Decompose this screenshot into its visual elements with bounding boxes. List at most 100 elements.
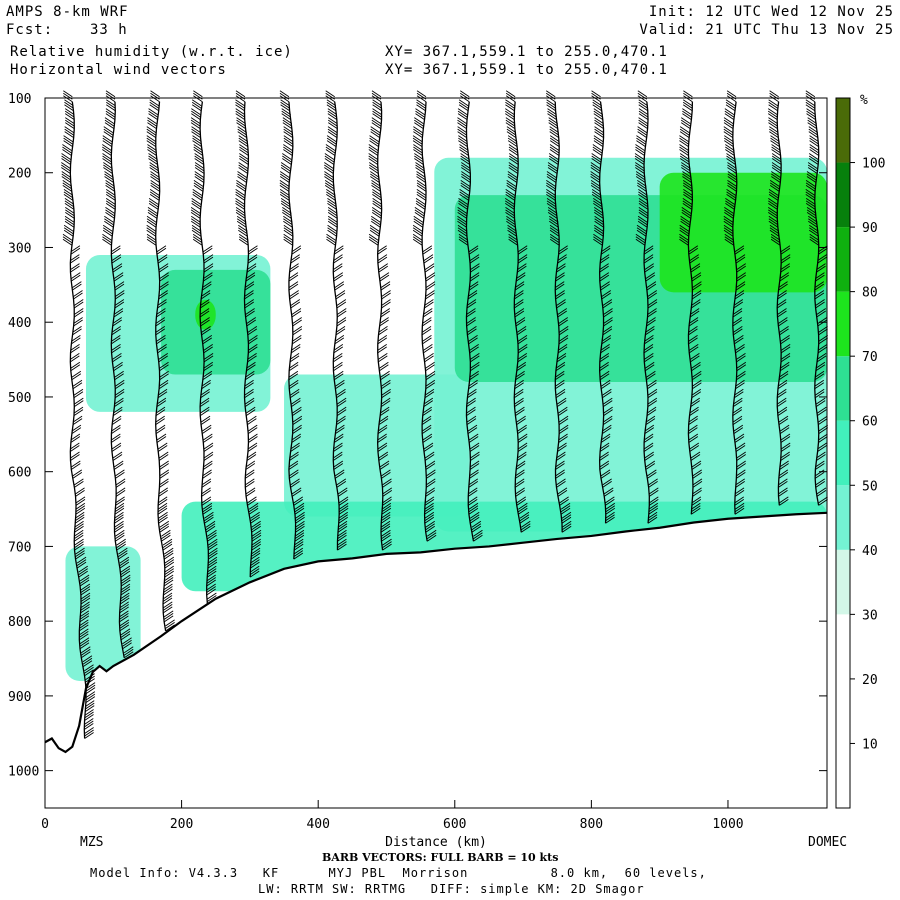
wind-barb: [682, 182, 693, 190]
wind-barb: [111, 247, 121, 255]
wind-barb: [423, 308, 433, 315]
wind-barb: [202, 469, 212, 477]
wind-barb: [770, 238, 781, 246]
wind-barb: [818, 335, 828, 342]
wind-barb: [814, 388, 825, 396]
wind-barb: [507, 227, 517, 235]
wind-barb: [682, 108, 692, 116]
wind-barb: [601, 290, 612, 297]
wind-barb: [114, 516, 124, 524]
wind-barb: [191, 202, 201, 210]
wind-barb: [382, 496, 392, 504]
wind-barb: [64, 200, 75, 208]
wind-barb: [416, 182, 427, 190]
wind-barb: [777, 308, 787, 315]
wind-barb: [149, 189, 160, 196]
wind-barb: [515, 274, 526, 282]
wind-barb: [65, 119, 75, 127]
wind-barb: [469, 343, 479, 351]
wind-barb: [293, 552, 304, 560]
wind-barb: [688, 335, 698, 342]
wind-barb: [638, 122, 648, 130]
wind-barb: [63, 189, 74, 196]
wind-barb: [79, 624, 89, 632]
wind-barb: [159, 478, 169, 486]
wind-barb: [808, 128, 819, 136]
wind-barb: [247, 496, 257, 504]
wind-barb: [593, 238, 603, 246]
wind-barb: [327, 229, 337, 237]
wind-barb: [324, 167, 334, 174]
wind-barb: [61, 176, 72, 183]
wind-barb: [327, 108, 338, 116]
wind-barb: [517, 427, 527, 434]
wind-barb: [590, 173, 600, 181]
wind-barb: [113, 361, 123, 369]
wind-barb: [244, 292, 254, 300]
wind-barb: [546, 176, 557, 183]
wind-barb: [818, 245, 828, 253]
wind-barb: [638, 110, 649, 118]
wind-barb: [733, 400, 743, 408]
wind-barb: [505, 209, 515, 217]
wind-barb: [119, 624, 130, 632]
wind-barb: [247, 427, 258, 434]
wind-barb: [805, 101, 816, 109]
wind-barb: [638, 197, 649, 205]
wind-barb: [638, 200, 649, 208]
wind-barb: [818, 247, 828, 255]
wind-barb: [415, 113, 425, 121]
wind-barb: [605, 496, 615, 504]
wind-barb: [683, 191, 693, 199]
wind-barb: [205, 520, 216, 528]
wind-barb: [336, 481, 347, 488]
wind-barb: [816, 451, 826, 459]
wind-barb: [780, 343, 791, 351]
wind-barb: [338, 511, 348, 519]
wind-barb: [75, 552, 85, 560]
wind-barb: [514, 292, 524, 300]
wind-barb: [192, 194, 202, 201]
wind-barb: [468, 382, 478, 390]
wind-barb: [600, 433, 611, 441]
wind-barb: [605, 514, 615, 522]
wind-barb: [327, 206, 338, 214]
wind-barb: [158, 489, 169, 497]
wind-barb: [282, 117, 293, 125]
wind-barb: [817, 442, 827, 450]
wind-barb: [637, 180, 647, 187]
wind-barb: [725, 200, 735, 208]
colorbar-label: 100: [862, 157, 885, 172]
wind-barb: [244, 391, 254, 399]
wind-barb: [147, 149, 157, 156]
wind-barb: [148, 113, 158, 121]
wind-barb: [238, 167, 248, 174]
wind-barb: [508, 162, 519, 169]
wind-barb: [327, 211, 338, 219]
wind-barb: [203, 460, 213, 468]
wind-barb: [734, 502, 745, 510]
wind-barb: [282, 155, 292, 163]
wind-barb: [193, 90, 203, 98]
wind-barb: [594, 131, 604, 138]
wind-barb: [111, 445, 122, 452]
wind-barb: [461, 162, 471, 169]
wind-barb: [558, 337, 569, 345]
wind-barb: [113, 409, 123, 417]
wind-barb: [519, 516, 530, 524]
wind-barb: [72, 281, 82, 288]
wind-barb: [814, 281, 825, 288]
wind-barb: [643, 442, 654, 450]
wind-barb: [425, 292, 435, 300]
wind-barb: [235, 200, 245, 208]
wind-barb: [246, 263, 257, 271]
wind-barb: [646, 319, 656, 327]
wind-barb: [235, 202, 245, 210]
wind-barb: [635, 233, 646, 241]
wind-barb: [327, 110, 338, 118]
wind-barb: [74, 538, 84, 546]
wind-barb: [422, 406, 432, 414]
wind-barb: [202, 505, 213, 513]
wind-barb: [682, 180, 693, 187]
wind-barb: [599, 272, 610, 279]
